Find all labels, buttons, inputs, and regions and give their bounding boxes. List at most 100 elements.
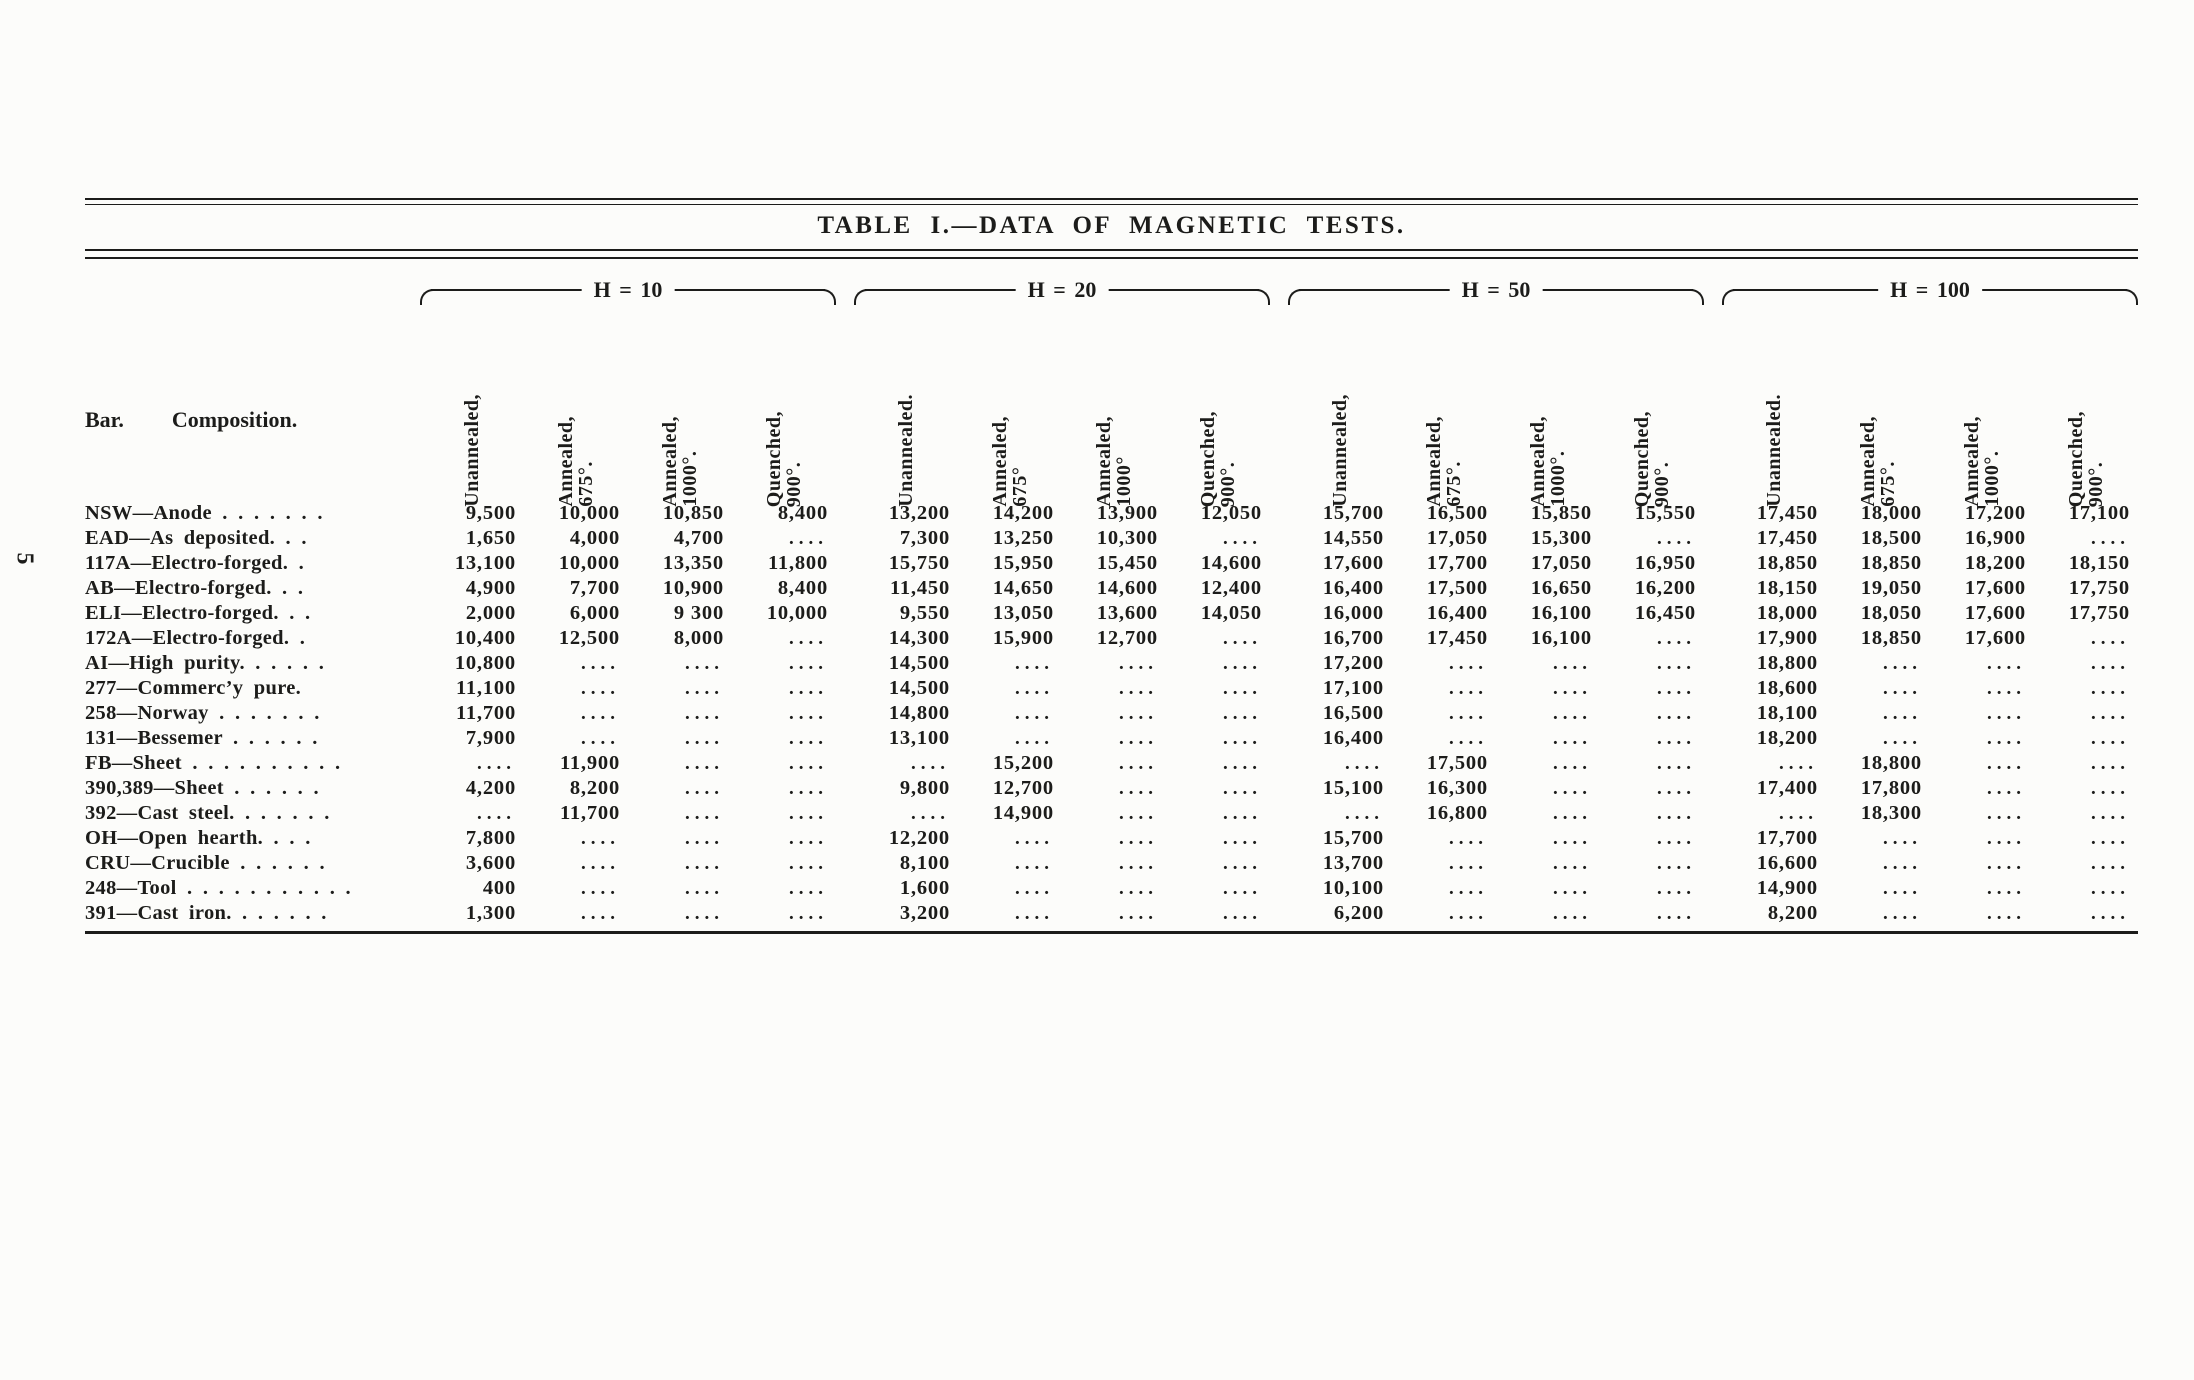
column-header-line2: 675°.: [575, 461, 597, 508]
empty-cell: ....: [789, 903, 828, 924]
empty-cell: ....: [2091, 853, 2130, 874]
value-cell: 18,200: [1756, 727, 1818, 749]
value-cell: 11,450: [889, 577, 950, 599]
row-value-group: 1,650 4,000 4,700....: [420, 526, 836, 551]
value-cell: 17,600: [1964, 577, 2026, 599]
value-cell: 15,750: [888, 552, 950, 574]
column-header-line2: 1000°: [1113, 456, 1135, 508]
empty-cell: ....: [1449, 828, 1488, 849]
value-cell: 15,450: [1096, 552, 1158, 574]
value-cell: 13,050: [992, 602, 1054, 624]
row-value-group: 15,100 16,300........: [1288, 776, 1704, 801]
row-label: 277—Commerc’y pure.: [85, 677, 302, 699]
row-value-group: 7,300 13,250 10,300....: [854, 526, 1270, 551]
empty-cell: ....: [1553, 778, 1592, 799]
value-cell: 18,800: [1756, 652, 1818, 674]
empty-cell: ....: [1657, 653, 1696, 674]
empty-cell: ....: [789, 703, 828, 724]
empty-cell: ....: [1223, 803, 1262, 824]
empty-cell: ....: [581, 703, 620, 724]
brace-left-curl-icon: [854, 289, 869, 305]
rotated-column-header: Unannealed,: [461, 394, 483, 507]
value-cell: 11,700: [455, 702, 516, 724]
empty-cell: ....: [2091, 778, 2130, 799]
value-cell: 3,600: [465, 852, 516, 874]
row-value-group: 7,900............: [420, 726, 836, 751]
value-cell: 15,550: [1634, 502, 1696, 524]
row-value-group: 16,400 17,500 16,650 16,200: [1288, 576, 1704, 601]
value-cell: 10,800: [454, 652, 516, 674]
value-cell: 17,100: [1322, 677, 1384, 699]
row-value-group: 11,450 14,650 14,600 12,400: [854, 576, 1270, 601]
value-cell: 17,200: [1322, 652, 1384, 674]
value-cell: 17,500: [1426, 752, 1488, 774]
row-value-group: 18,800............: [1722, 651, 2138, 676]
value-cell: 17,700: [1756, 827, 1818, 849]
value-cell: 14,900: [1756, 877, 1818, 899]
row-value-group: 18,000 18,050 17,600 17,750: [1722, 601, 2138, 626]
table-row: 390,389—Sheet . . . . . . 4,200 8,200.....…: [85, 776, 2138, 801]
magnetic-tests-table: TABLE I.—DATA OF MAGNETIC TESTS. H = 10 H…: [85, 0, 2138, 934]
empty-cell: ....: [1119, 878, 1158, 899]
value-cell: 6,200: [1333, 902, 1384, 924]
empty-cell: ....: [581, 903, 620, 924]
value-cell: 17,500: [1426, 577, 1488, 599]
empty-cell: ....: [789, 678, 828, 699]
table-row: NSW—Anode . . . . . . . 9,500 10,000 10,850…: [85, 501, 2138, 526]
column-header-line1: Annealed,: [555, 416, 577, 507]
empty-cell: ....: [911, 803, 950, 824]
value-cell: 400: [482, 877, 516, 899]
composition-header: Composition.: [171, 407, 298, 432]
empty-cell: ....: [1223, 828, 1262, 849]
rotated-column-header: Annealed, 1000°.: [1527, 416, 1569, 507]
empty-cell: ....: [1657, 903, 1696, 924]
value-cell: 10,400: [454, 627, 516, 649]
row-value-group: 16,000 16,400 16,100 16,450: [1288, 601, 1704, 626]
empty-cell: ....: [1553, 753, 1592, 774]
empty-cell: ....: [1223, 628, 1262, 649]
value-cell: 16,900: [1964, 527, 2026, 549]
row-value-group: 17,900 18,850 17,600....: [1722, 626, 2138, 651]
value-cell: 14,650: [992, 577, 1054, 599]
table-row: ELI—Electro-forged. . . 2,000 6,000 9 300 10…: [85, 601, 2138, 626]
value-cell: 16,100: [1530, 627, 1592, 649]
row-value-group: 15,700............: [1288, 826, 1704, 851]
column-header-line2: 1000°.: [1547, 451, 1569, 507]
empty-cell: ....: [1223, 778, 1262, 799]
empty-cell: ....: [789, 628, 828, 649]
column-header-line1: Annealed,: [1093, 416, 1115, 507]
value-cell: 16,400: [1426, 602, 1488, 624]
empty-cell: ....: [1119, 703, 1158, 724]
rotated-column-header: Annealed, 1000°: [1093, 416, 1135, 508]
value-cell: 15,200: [992, 752, 1054, 774]
empty-cell: ....: [1119, 728, 1158, 749]
empty-cell: ....: [789, 853, 828, 874]
empty-cell: ....: [1553, 853, 1592, 874]
column-header-line1: Quenched,: [1197, 410, 1219, 507]
value-cell: 13,100: [454, 552, 516, 574]
value-cell: 1,300: [465, 902, 516, 924]
empty-cell: ....: [1987, 678, 2026, 699]
value-cell: 15,950: [992, 552, 1054, 574]
value-cell: 14,800: [888, 702, 950, 724]
empty-cell: ....: [1657, 628, 1696, 649]
row-label: 131—Bessemer . . . . . .: [85, 727, 318, 749]
rotated-column-header: Quenched, 900°.: [763, 411, 805, 507]
empty-cell: ....: [1657, 528, 1696, 549]
value-cell: 10,100: [1322, 877, 1384, 899]
row-value-group: 16,600............: [1722, 851, 2138, 876]
empty-cell: ....: [685, 753, 724, 774]
row-value-group: 15,750 15,950 15,450 14,600: [854, 551, 1270, 576]
value-cell: 13,350: [662, 552, 724, 574]
table-row: 172A—Electro-forged. . 10,400 12,500 8,000.…: [85, 626, 2138, 651]
row-value-group: .... 11,900........: [420, 751, 836, 776]
value-cell: 7,800: [465, 827, 516, 849]
empty-cell: ....: [1015, 653, 1054, 674]
value-cell: 17,600: [1964, 602, 2026, 624]
row-value-group: .... 16,800........: [1288, 801, 1704, 826]
column-header-line1: Quenched,: [1631, 410, 1653, 507]
value-cell: 9,800: [899, 777, 950, 799]
value-cell: 14,600: [1096, 577, 1158, 599]
table-row: 391—Cast iron. . . . . . . 1,300.........…: [85, 901, 2138, 926]
